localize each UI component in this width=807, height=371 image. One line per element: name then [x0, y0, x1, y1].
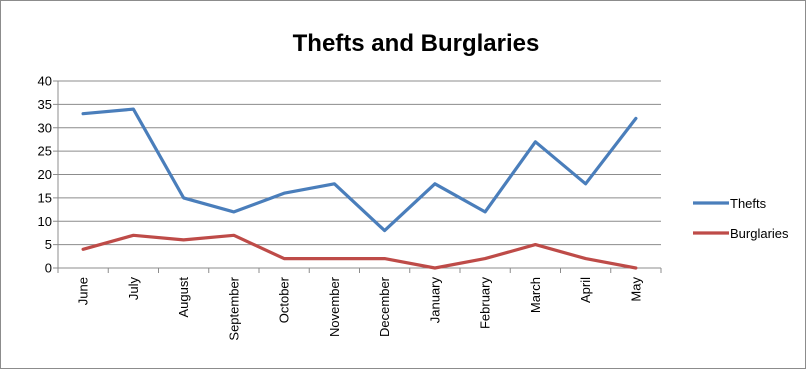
y-tick-label: 5 — [45, 237, 52, 252]
y-axis-tick-labels: 0 5 10 15 20 25 30 35 40 — [38, 74, 52, 276]
x-tick-label: September — [226, 276, 241, 340]
x-tick-label: July — [126, 277, 141, 301]
x-tick-label: May — [628, 277, 643, 302]
y-tick-label: 10 — [38, 214, 52, 229]
y-tick-label: 30 — [38, 120, 52, 135]
x-tick-label: January — [427, 277, 442, 324]
x-tick-label: February — [478, 277, 493, 330]
gridlines — [58, 80, 661, 246]
x-tick-label: August — [176, 277, 191, 318]
y-tick-label: 0 — [45, 261, 52, 276]
series-line-burglaries — [81, 233, 638, 270]
y-tick-label: 15 — [38, 190, 52, 205]
x-tick-label: October — [277, 276, 292, 323]
y-tick-label: 20 — [38, 167, 52, 182]
y-tick-label: 25 — [38, 144, 52, 159]
y-tick-label: 40 — [38, 74, 52, 89]
legend: Thefts Burglaries — [693, 196, 789, 241]
series-lines — [81, 107, 638, 270]
y-tick-label: 35 — [38, 97, 52, 112]
legend-label: Thefts — [730, 196, 767, 211]
series-line-thefts — [81, 107, 638, 233]
chart-title: Thefts and Burglaries — [293, 30, 540, 57]
x-tick-label: April — [578, 277, 593, 303]
x-axis-tick-labels: June July August September October November De… — [76, 276, 644, 340]
x-tick-label: June — [76, 277, 91, 305]
x-tick-label: March — [528, 277, 543, 313]
x-tick-label: December — [377, 276, 392, 337]
legend-label: Burglaries — [730, 226, 789, 241]
x-tick-label: November — [327, 276, 342, 337]
axes — [53, 80, 662, 273]
